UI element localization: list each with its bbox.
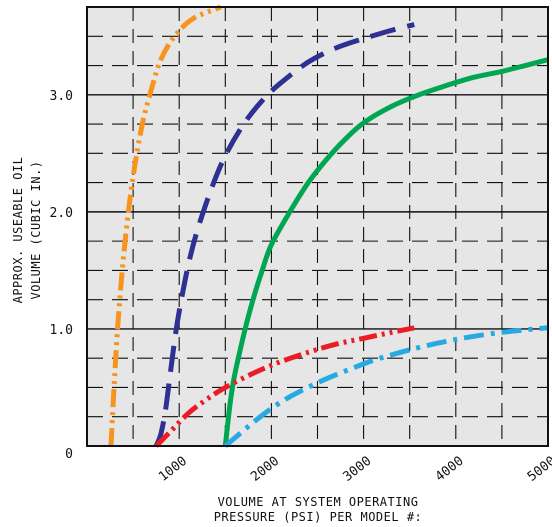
x-tick-labels: 1000 2000 3000 4000 5000 [156, 454, 552, 485]
plot-border [86, 6, 549, 447]
plot-frame [86, 6, 549, 447]
x-axis-label-line-1: VOLUME AT SYSTEM OPERATING [218, 495, 419, 509]
y-tick-label: 1.0 [50, 323, 73, 338]
series-line-4 [154, 325, 415, 448]
series-layer [108, 4, 549, 448]
y-tick-label: 0 [65, 447, 73, 462]
y-tick-label: 2.0 [50, 206, 73, 221]
y-tick-label: 3.0 [50, 89, 73, 104]
x-tick-label: 3000 [340, 454, 374, 485]
x-axis-label-line-2: PRESSURE (PSI) PER MODEL #: [214, 510, 423, 524]
series-line-3 [222, 57, 549, 447]
x-tick-label: 4000 [433, 454, 467, 485]
y-axis-label-line-1: APPROX. USEABLE OIL [11, 157, 25, 304]
y-tick-labels: 0 1.0 2.0 3.0 [50, 89, 73, 462]
y-axis-label-line-2: VOLUME (CUBIC IN.) [29, 160, 43, 299]
x-tick-label: 2000 [248, 454, 282, 485]
series-line-5 [223, 325, 549, 448]
series-line-2 [153, 22, 415, 447]
series-line-1 [108, 4, 222, 447]
x-tick-label: 1000 [156, 454, 190, 485]
x-tick-label: 5000 [525, 454, 552, 485]
